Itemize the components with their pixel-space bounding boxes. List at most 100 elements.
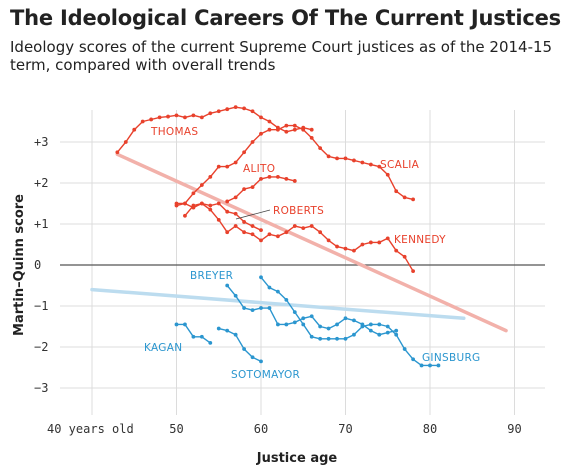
point-kennedy bbox=[233, 224, 238, 228]
point-thomas bbox=[115, 150, 120, 155]
point-roberts bbox=[233, 211, 238, 216]
y-tick-label: −2 bbox=[34, 340, 48, 354]
series-line-scalia bbox=[176, 124, 414, 205]
point-scalia bbox=[411, 197, 415, 202]
point-alito bbox=[242, 187, 247, 192]
x-tick-label: 80 bbox=[423, 422, 437, 436]
point-alito bbox=[292, 179, 297, 183]
point-kennedy bbox=[411, 269, 415, 274]
point-breyer bbox=[309, 314, 314, 319]
point-scalia bbox=[385, 172, 390, 177]
point-alito bbox=[233, 195, 238, 200]
point-roberts bbox=[191, 205, 196, 210]
y-tick-label: +2 bbox=[34, 176, 48, 190]
point-scalia bbox=[216, 164, 221, 169]
point-scalia bbox=[267, 127, 272, 132]
point-scalia bbox=[259, 131, 263, 136]
point-kennedy bbox=[360, 242, 365, 247]
point-kennedy bbox=[183, 213, 187, 218]
point-ginsburg bbox=[309, 334, 314, 339]
point-thomas bbox=[216, 109, 221, 114]
point-thomas bbox=[123, 140, 128, 144]
point-kennedy bbox=[208, 207, 213, 212]
x-tick-label: 70 bbox=[338, 422, 352, 436]
point-ginsburg bbox=[368, 322, 373, 327]
point-ginsburg bbox=[335, 336, 339, 341]
point-alito bbox=[267, 174, 272, 179]
point-kennedy bbox=[335, 244, 339, 249]
point-kagan bbox=[174, 322, 179, 327]
point-alito bbox=[276, 174, 280, 179]
point-ginsburg bbox=[352, 332, 356, 337]
trendline-liberal bbox=[90, 287, 466, 321]
point-scalia bbox=[309, 136, 314, 140]
point-breyer bbox=[377, 332, 382, 337]
point-ginsburg bbox=[292, 310, 297, 315]
point-breyer bbox=[259, 306, 263, 310]
point-breyer bbox=[225, 283, 230, 288]
series-line-kagan bbox=[176, 323, 211, 344]
point-scalia bbox=[284, 123, 289, 128]
point-scalia bbox=[394, 189, 399, 194]
y-tick-label: +3 bbox=[34, 135, 48, 149]
series-label-scalia: SCALIA bbox=[380, 159, 420, 171]
series-line-roberts bbox=[176, 202, 262, 231]
point-ginsburg bbox=[301, 322, 306, 327]
point-thomas bbox=[166, 114, 170, 119]
point-breyer bbox=[385, 330, 390, 335]
point-roberts bbox=[199, 201, 204, 206]
point-roberts bbox=[174, 203, 179, 208]
y-tick-label: +1 bbox=[34, 217, 48, 231]
point-alito bbox=[250, 185, 255, 190]
y-tick-label: 0 bbox=[34, 258, 41, 272]
point-kennedy bbox=[250, 232, 255, 237]
point-alito bbox=[259, 177, 263, 181]
point-ginsburg bbox=[284, 297, 289, 302]
point-ginsburg bbox=[385, 324, 390, 329]
point-scalia bbox=[377, 164, 382, 169]
point-kennedy bbox=[377, 240, 382, 245]
point-alito bbox=[284, 177, 289, 181]
point-kennedy bbox=[242, 230, 247, 235]
point-thomas bbox=[149, 117, 154, 122]
point-breyer bbox=[267, 306, 272, 310]
point-scalia bbox=[326, 154, 331, 159]
point-scalia bbox=[352, 158, 356, 163]
point-ginsburg bbox=[267, 285, 272, 290]
point-breyer bbox=[343, 316, 348, 321]
point-scalia bbox=[402, 195, 407, 200]
point-scalia bbox=[250, 140, 255, 144]
point-ginsburg bbox=[318, 336, 323, 341]
point-thomas bbox=[208, 111, 213, 116]
point-thomas bbox=[191, 113, 196, 118]
series-line-thomas bbox=[116, 106, 312, 153]
point-breyer bbox=[276, 322, 280, 327]
series-label-kennedy: KENNEDY bbox=[394, 234, 446, 246]
series-label-alito: ALITO bbox=[243, 163, 275, 175]
point-kennedy bbox=[216, 218, 221, 222]
point-ginsburg bbox=[276, 289, 280, 294]
point-thomas bbox=[132, 127, 137, 132]
point-roberts bbox=[216, 201, 221, 206]
point-breyer bbox=[352, 318, 356, 323]
point-thomas bbox=[309, 127, 314, 132]
series-label-breyer: BREYER bbox=[190, 270, 233, 282]
point-kennedy bbox=[394, 248, 399, 253]
point-kennedy bbox=[326, 238, 331, 243]
point-breyer bbox=[301, 316, 306, 321]
point-ginsburg bbox=[343, 336, 348, 341]
point-kagan bbox=[199, 334, 204, 339]
point-scalia bbox=[276, 127, 280, 132]
point-ginsburg bbox=[360, 324, 365, 329]
trend-lines bbox=[90, 152, 508, 333]
point-sotomayor bbox=[250, 355, 255, 360]
point-thomas bbox=[292, 127, 297, 132]
point-scalia bbox=[318, 146, 323, 151]
point-thomas bbox=[174, 113, 179, 118]
series-label-ginsburg: GINSBURG bbox=[422, 352, 480, 364]
point-kennedy bbox=[284, 230, 289, 235]
point-scalia bbox=[242, 150, 247, 155]
point-sotomayor bbox=[259, 359, 263, 364]
series-label-roberts: ROBERTS bbox=[273, 205, 324, 217]
point-breyer bbox=[335, 322, 339, 327]
